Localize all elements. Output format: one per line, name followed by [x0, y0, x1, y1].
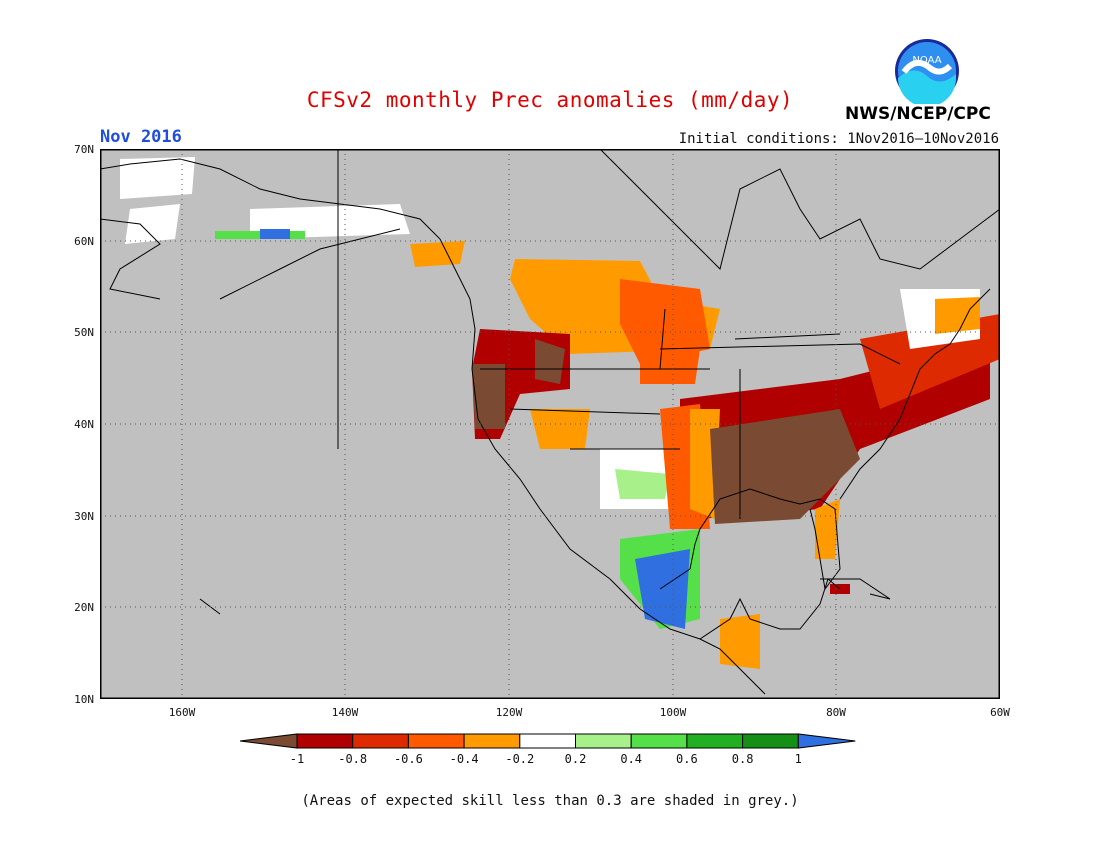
footnote: (Areas of expected skill less than 0.3 a…	[301, 793, 799, 809]
colorbar-cell	[575, 733, 632, 749]
lon-label: 160W	[168, 706, 196, 719]
anomaly-fields	[120, 157, 1000, 669]
lat-label: 60N	[74, 235, 94, 248]
initial-conditions: Initial conditions: 1Nov2016–10Nov2016	[678, 131, 999, 147]
colorbar-cell	[686, 733, 744, 749]
colorbar-label: -1	[289, 752, 305, 766]
chart-title: CFSv2 monthly Prec anomalies (mm/day)	[306, 88, 794, 112]
colorbar-cell	[407, 733, 465, 749]
colorbar-label: -0.8	[338, 752, 368, 766]
colorbar-cell	[352, 733, 409, 749]
coastlines	[100, 149, 1000, 695]
lat-label: 10N	[74, 693, 94, 706]
colorbar-label: 0.4	[620, 752, 643, 766]
colorbar-label: -0.2	[505, 752, 535, 766]
colorbar-cell	[463, 733, 521, 749]
colorbar-label: -0.4	[449, 752, 479, 766]
colorbar-cell	[630, 733, 688, 749]
colorbar-label: 1	[794, 752, 802, 766]
colorbar-label: 0.8	[731, 752, 754, 766]
anomaly-map	[100, 149, 1000, 699]
lat-label: 40N	[74, 418, 94, 431]
map-frame	[100, 149, 1000, 699]
colorbar-cell	[519, 733, 576, 749]
lon-label: 80W	[826, 706, 846, 719]
colorbar	[240, 733, 856, 749]
lat-label: 50N	[74, 326, 94, 339]
lat-label: 20N	[74, 601, 94, 614]
noaa-logo: NOAA	[894, 38, 960, 108]
colorbar-label: 0.2	[564, 752, 587, 766]
agency-label: NWS/NCEP/CPC	[845, 104, 991, 124]
graticule	[100, 149, 1000, 699]
month-label: Nov 2016	[100, 127, 182, 147]
lon-label: 120W	[495, 706, 523, 719]
lon-label: 100W	[659, 706, 687, 719]
lon-label: 60W	[990, 706, 1010, 719]
logo-text: NOAA	[912, 55, 941, 66]
colorbar-arrow-high	[797, 733, 856, 749]
lon-label: 140W	[331, 706, 359, 719]
colorbar-cell	[296, 733, 354, 749]
lat-label: 30N	[74, 510, 94, 523]
lat-label: 70N	[74, 143, 94, 156]
colorbar-cell	[742, 733, 799, 749]
colorbar-label: 0.6	[676, 752, 698, 766]
colorbar-label: -0.6	[393, 752, 423, 766]
colorbar-arrow-low	[240, 733, 298, 749]
